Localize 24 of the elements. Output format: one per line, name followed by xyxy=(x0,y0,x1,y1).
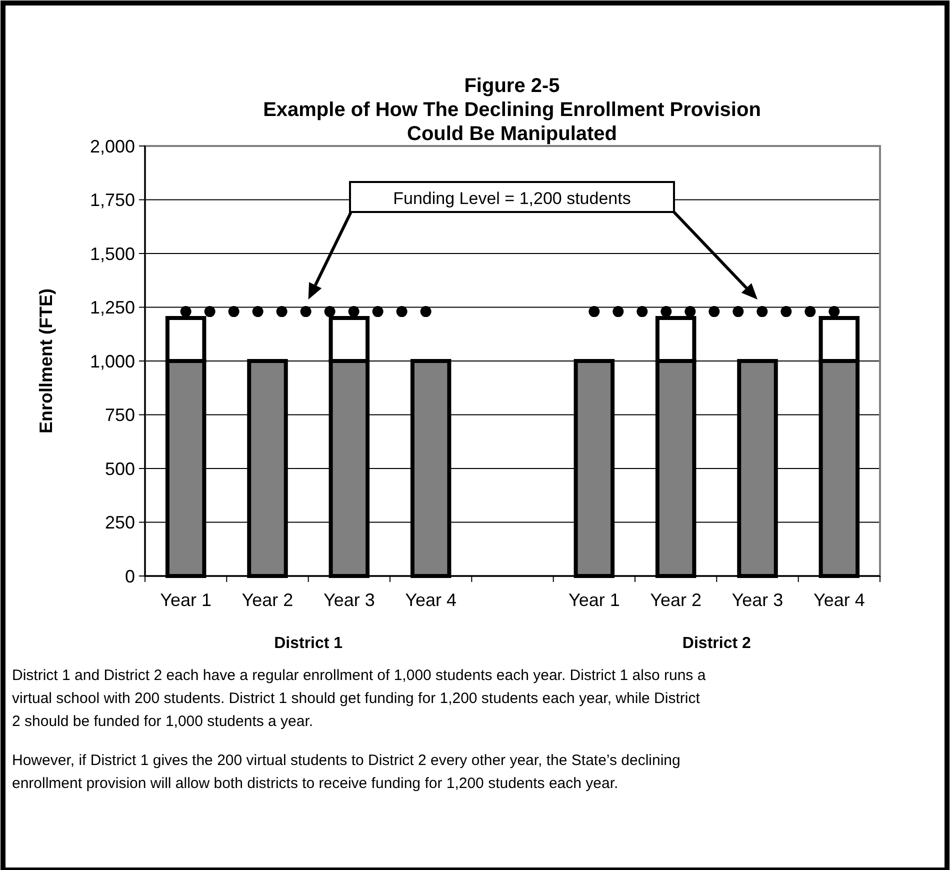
x-tick-label: Year 4 xyxy=(813,590,865,610)
text: District 1 and District 2 each have a regular enrollment of 1,000 students each year. District 1 also runs a virtual school with 200 students. District 1 should get funding for 1,200 students each year, while District 2 should be funded for 1,000 students a year. xyxy=(12,667,706,730)
x-tick-label: Year 1 xyxy=(568,590,620,610)
y-tick-label: 1,000 xyxy=(90,351,135,372)
y-tick-label: 750 xyxy=(104,405,135,426)
x-tick-label: Year 4 xyxy=(405,590,457,610)
x-tick-label: Year 3 xyxy=(323,590,375,610)
text: District 2 xyxy=(682,635,752,652)
x-tick-label: Year 2 xyxy=(650,590,702,610)
y-tick-label: 1,500 xyxy=(90,244,135,264)
text: However, if District 1 gives the 200 virtual students to District 2 every other year, the State’s declining enrollment provision will allow both districts to receive funding for 1,200 students each year. xyxy=(12,752,680,792)
y-tick-label: 1,750 xyxy=(90,190,135,210)
y-tick-label: 0 xyxy=(124,566,135,586)
y-tick-label: 500 xyxy=(104,458,135,479)
y-tick-label: 2,000 xyxy=(90,136,135,156)
y-tick-label: 250 xyxy=(104,512,135,533)
x-tick-label: Year 3 xyxy=(732,590,784,610)
text: District 1 xyxy=(274,635,343,652)
chart-title: Figure 2-5 Example of How The Declining Enrollment Provision Could Be Manipulated xyxy=(263,75,761,145)
y-axis-title: Enrollment (FTE) xyxy=(36,288,56,434)
x-tick-label: Year 2 xyxy=(242,590,294,610)
x-tick-label: Year 1 xyxy=(160,590,212,610)
y-tick-label: 1,250 xyxy=(90,298,135,318)
annotation: Funding Level = 1,200 students xyxy=(393,188,631,208)
